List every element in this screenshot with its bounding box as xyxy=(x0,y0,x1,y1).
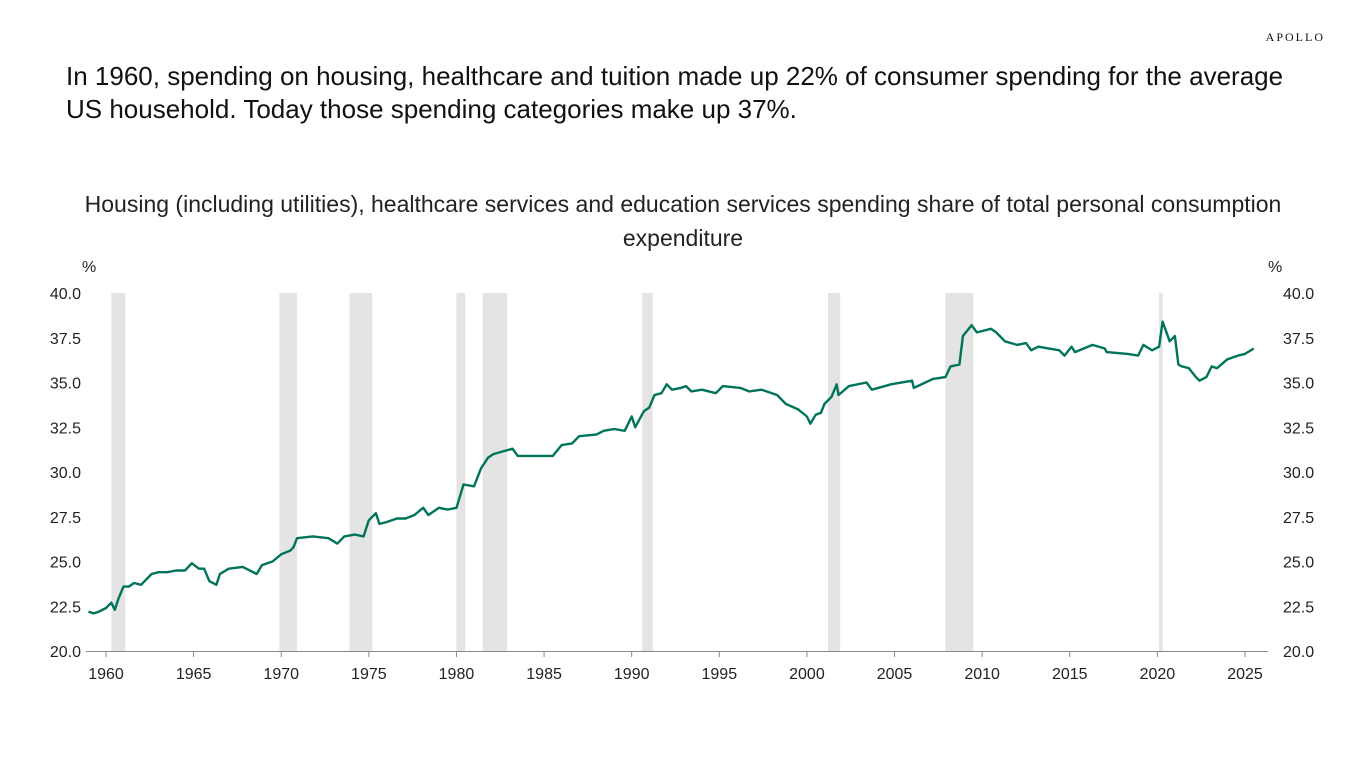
x-tick-label: 1995 xyxy=(702,666,738,683)
x-tick-label: 2010 xyxy=(964,666,1000,683)
recession-band xyxy=(642,293,653,651)
x-tick-label: 1960 xyxy=(88,666,124,683)
y-tick-label-left: 25.0 xyxy=(50,555,81,572)
x-tick-label: 1965 xyxy=(176,666,212,683)
series-line xyxy=(88,320,1255,615)
chart-title: Housing (including utilities), healthcar… xyxy=(84,191,1282,251)
recession-band xyxy=(827,293,841,651)
apollo-logo: APOLLO xyxy=(1265,30,1325,44)
y-axis-unit-right: % xyxy=(1268,259,1282,276)
recession-band xyxy=(349,293,373,651)
recession-band xyxy=(945,293,974,651)
y-tick-label-right: 40.0 xyxy=(1283,286,1314,303)
y-tick-label-right: 20.0 xyxy=(1283,644,1314,661)
recession-band xyxy=(111,293,126,651)
y-tick-label-left: 32.5 xyxy=(50,420,81,437)
recession-band xyxy=(1159,293,1163,651)
x-tick-label: 2005 xyxy=(877,666,913,683)
y-tick-label-right: 30.0 xyxy=(1283,465,1314,482)
y-tick-label-left: 40.0 xyxy=(50,286,81,303)
x-tick-label: 1980 xyxy=(439,666,475,683)
y-tick-label-right: 27.5 xyxy=(1283,510,1314,527)
recession-band xyxy=(456,293,466,651)
x-tick-label: 2025 xyxy=(1227,666,1263,683)
x-tick-label: 1985 xyxy=(526,666,562,683)
headline: In 1960, spending on housing, healthcare… xyxy=(66,61,1284,124)
recession-band xyxy=(279,293,298,651)
recession-band xyxy=(482,293,508,651)
y-tick-label-right: 22.5 xyxy=(1283,599,1314,616)
x-tick-label: 2020 xyxy=(1140,666,1176,683)
x-tick-label: 1990 xyxy=(614,666,650,683)
y-tick-label-left: 27.5 xyxy=(50,510,81,527)
x-tick-label: 2000 xyxy=(789,666,825,683)
y-tick-label-right: 25.0 xyxy=(1283,555,1314,572)
y-tick-label-left: 22.5 xyxy=(50,599,81,616)
x-tick-label: 1970 xyxy=(263,666,299,683)
y-tick-label-left: 20.0 xyxy=(50,644,81,661)
y-tick-label-left: 30.0 xyxy=(50,465,81,482)
y-tick-label-left: 35.0 xyxy=(50,376,81,393)
y-axis-unit-left: % xyxy=(82,259,96,276)
y-tick-label-right: 37.5 xyxy=(1283,331,1314,348)
y-tick-label-right: 32.5 xyxy=(1283,420,1314,437)
x-tick-label: 2015 xyxy=(1052,666,1088,683)
y-tick-label-left: 37.5 xyxy=(50,331,81,348)
y-tick-label-right: 35.0 xyxy=(1283,376,1314,393)
x-tick-label: 1975 xyxy=(351,666,387,683)
